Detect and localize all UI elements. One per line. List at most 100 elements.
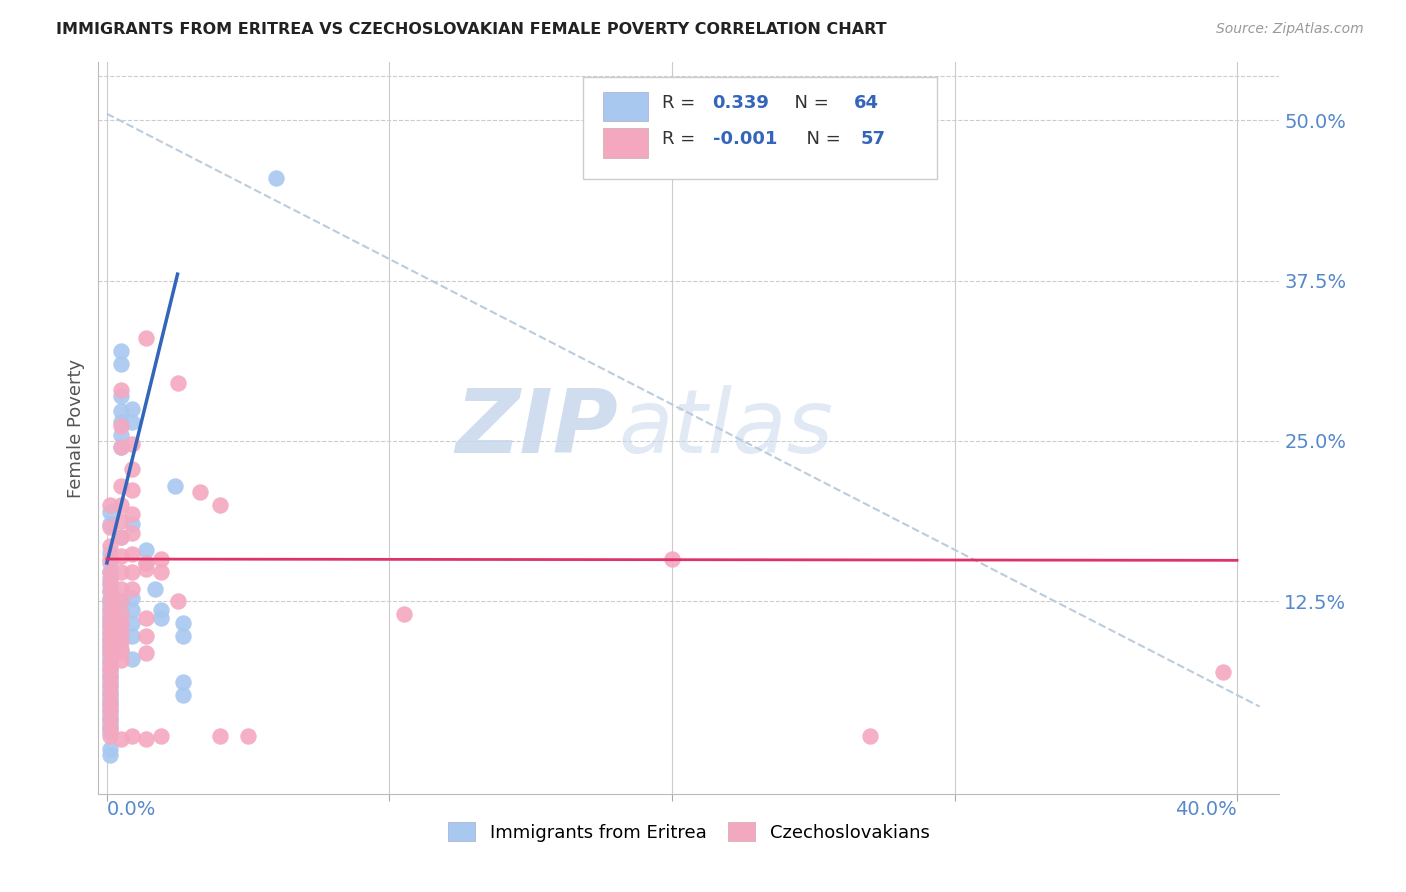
Point xyxy=(98,539,121,553)
Point xyxy=(98,713,121,727)
Point xyxy=(121,565,143,579)
Point xyxy=(98,729,121,743)
Point xyxy=(98,646,121,660)
Point xyxy=(266,170,288,185)
Point xyxy=(98,656,121,670)
Point xyxy=(98,690,121,705)
Point xyxy=(110,731,132,746)
Bar xyxy=(603,92,648,121)
Point xyxy=(98,619,121,633)
Point xyxy=(172,629,194,643)
Point xyxy=(392,607,415,622)
Point xyxy=(135,629,157,643)
Text: IMMIGRANTS FROM ERITREA VS CZECHOSLOVAKIAN FEMALE POVERTY CORRELATION CHART: IMMIGRANTS FROM ERITREA VS CZECHOSLOVAKI… xyxy=(56,22,887,37)
Point xyxy=(110,418,132,433)
Text: 64: 64 xyxy=(855,94,879,112)
Point xyxy=(98,706,121,720)
Point xyxy=(110,427,132,442)
Text: 0.0%: 0.0% xyxy=(107,800,156,819)
Text: R =: R = xyxy=(662,130,700,148)
Point xyxy=(135,331,157,345)
Point xyxy=(110,616,132,631)
Point xyxy=(98,584,121,599)
Point xyxy=(110,644,132,658)
Point xyxy=(121,652,143,666)
Point xyxy=(98,546,121,560)
Point xyxy=(110,415,132,429)
Point xyxy=(110,653,132,667)
Text: -0.001: -0.001 xyxy=(713,130,778,148)
Point xyxy=(110,603,132,617)
Point xyxy=(98,675,121,690)
Point xyxy=(121,517,143,532)
Point xyxy=(98,672,121,686)
Point xyxy=(98,594,121,608)
Point xyxy=(110,514,132,528)
Point xyxy=(98,655,121,669)
Point xyxy=(98,648,121,663)
Point xyxy=(98,609,121,624)
Point xyxy=(98,632,121,647)
Point xyxy=(98,602,121,616)
Point xyxy=(121,436,143,450)
Point xyxy=(98,696,121,710)
Point xyxy=(166,594,188,608)
Point xyxy=(238,729,260,743)
Point xyxy=(149,565,172,579)
Point xyxy=(188,485,211,500)
Point xyxy=(98,520,121,534)
Point xyxy=(110,594,132,608)
Point xyxy=(98,625,121,640)
Point xyxy=(110,479,132,493)
Point xyxy=(98,714,121,728)
Point xyxy=(98,621,121,635)
Point xyxy=(121,591,143,605)
Point xyxy=(98,578,121,592)
Text: atlas: atlas xyxy=(619,385,832,471)
Point xyxy=(98,652,121,666)
Point xyxy=(135,646,157,660)
Point xyxy=(98,687,121,701)
Point xyxy=(98,632,121,647)
Point xyxy=(98,725,121,739)
Point xyxy=(121,507,143,521)
Point xyxy=(121,729,143,743)
Point xyxy=(149,603,172,617)
Point xyxy=(110,635,132,649)
Point xyxy=(98,742,121,756)
Point xyxy=(1212,665,1234,679)
Text: N =: N = xyxy=(796,130,846,148)
Text: R =: R = xyxy=(662,94,700,112)
Point xyxy=(98,664,121,678)
Point xyxy=(172,675,194,690)
Point xyxy=(110,549,132,564)
Point xyxy=(98,611,121,625)
Point xyxy=(98,565,121,579)
Point xyxy=(98,505,121,519)
Point xyxy=(121,547,143,561)
Point xyxy=(110,498,132,512)
Point xyxy=(98,517,121,532)
Point xyxy=(110,404,132,418)
Point xyxy=(98,748,121,763)
Point xyxy=(98,682,121,697)
Point xyxy=(98,644,121,658)
Point xyxy=(110,344,132,359)
Text: ZIP: ZIP xyxy=(456,384,619,472)
Point xyxy=(110,530,132,544)
Point xyxy=(110,530,132,544)
Point xyxy=(110,616,132,631)
Point xyxy=(98,637,121,651)
Point xyxy=(143,582,166,596)
Point xyxy=(121,483,143,497)
Point xyxy=(98,626,121,640)
Point xyxy=(121,526,143,541)
Point xyxy=(661,552,683,566)
Text: N =: N = xyxy=(783,94,835,112)
Point xyxy=(98,662,121,676)
Point xyxy=(98,678,121,692)
Point xyxy=(172,688,194,702)
Point xyxy=(135,611,157,625)
Point xyxy=(110,594,132,608)
Y-axis label: Female Poverty: Female Poverty xyxy=(66,359,84,498)
